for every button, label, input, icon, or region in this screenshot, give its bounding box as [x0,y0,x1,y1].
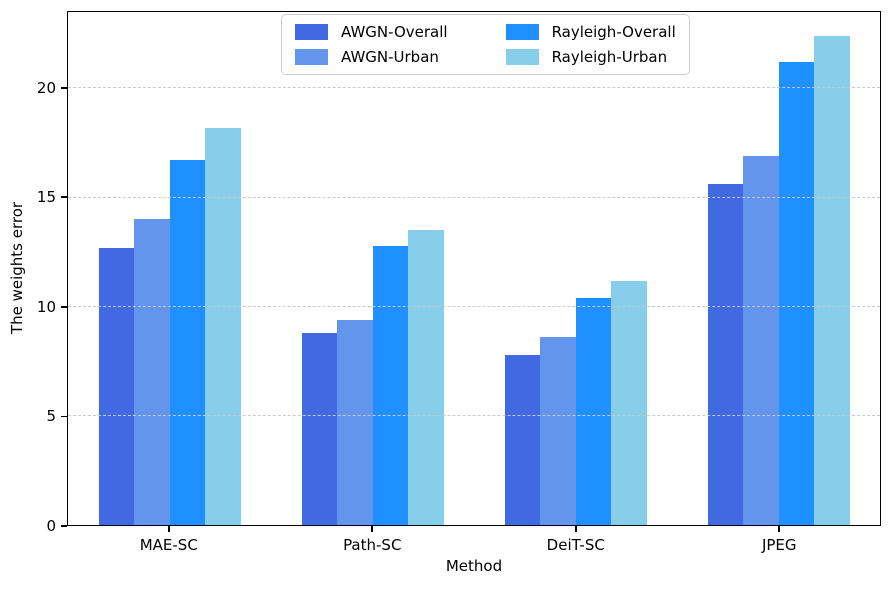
x-tick-mark [574,526,577,532]
legend-item-awgn-overall: AWGN-Overall [295,24,448,41]
bar-rayleigh-urban-mae-sc [205,127,241,525]
bar-rayleigh-urban-jpeg [814,36,850,525]
y-tick-label-5: 5 [46,407,56,426]
bar-rayleigh-urban-deit-sc [611,280,647,525]
x-axis-label: Method [445,557,503,575]
plot-area: AWGN-Overall AWGN-Urban Rayleigh-Overall Ra… [67,11,881,526]
bar-awgn-urban-path-sc [337,319,373,525]
bar-group-mae-sc [68,12,271,525]
x-tick-mark [371,526,374,532]
bar-groups [68,12,880,525]
y-tick-mark [61,86,67,89]
y-tick-mark [61,415,67,418]
bar-awgn-overall-path-sc [301,332,337,525]
x-tick-label: Path-SC [343,536,402,554]
x-tick-deit-sc: DeiT-SC [474,526,678,554]
gridline-y15 [68,196,880,198]
x-tick-mark [167,526,170,532]
y-tick-label-15: 15 [36,188,56,207]
bar-group-deit-sc [474,12,677,525]
bar-group-jpeg [677,12,880,525]
legend-swatch-icon [295,48,328,65]
y-tick-mark [61,305,67,308]
gridline-y5 [68,414,880,416]
bar-awgn-urban-mae-sc [134,219,170,525]
y-tick-label-20: 20 [36,78,56,97]
x-tick-label: MAE-SC [139,536,198,554]
bar-rayleigh-overall-path-sc [372,245,408,525]
bar-awgn-overall-deit-sc [504,354,540,525]
bar-awgn-urban-jpeg [743,156,779,525]
bar-group-path-sc [271,12,474,525]
legend-swatch-icon [505,48,539,65]
bar-awgn-overall-jpeg [707,184,743,525]
legend-label: AWGN-Urban [341,47,439,66]
y-tick-label-10: 10 [36,297,56,316]
y-tick-label-0: 0 [46,517,56,535]
legend-item-awgn-urban: AWGN-Urban [295,47,448,66]
bar-rayleigh-overall-deit-sc [575,297,611,525]
y-tick-mark [61,525,67,527]
x-tick-label: JPEG [761,536,797,554]
x-tick-path-sc: Path-SC [271,526,475,554]
gridline-y20 [68,87,880,89]
legend-label: Rayleigh-Urban [551,47,668,66]
y-tick-mark [61,196,67,199]
legend-label: AWGN-Overall [341,23,448,41]
legend-label: Rayleigh-Overall [551,23,676,41]
x-tick-mae-sc: MAE-SC [67,526,271,554]
x-axis: MAE-SC Path-SC DeiT-SC JPEG [67,526,881,554]
legend: AWGN-Overall AWGN-Urban Rayleigh-Overall Ra… [281,14,690,75]
x-tick-label: DeiT-SC [546,536,605,554]
y-axis-label: The weights error [8,201,26,335]
x-tick-mark [778,526,781,532]
bar-awgn-urban-deit-sc [540,337,576,525]
gridline-y10 [68,305,880,307]
bar-rayleigh-overall-jpeg [778,62,814,525]
legend-swatch-icon [505,24,539,41]
bar-awgn-overall-mae-sc [98,247,134,525]
x-tick-jpeg: JPEG [678,526,882,554]
legend-swatch-icon [295,24,328,41]
legend-item-rayleigh-overall: Rayleigh-Overall [505,23,676,41]
bar-rayleigh-urban-path-sc [408,230,444,525]
bar-rayleigh-overall-mae-sc [169,160,205,525]
legend-item-rayleigh-urban: Rayleigh-Urban [505,47,676,66]
